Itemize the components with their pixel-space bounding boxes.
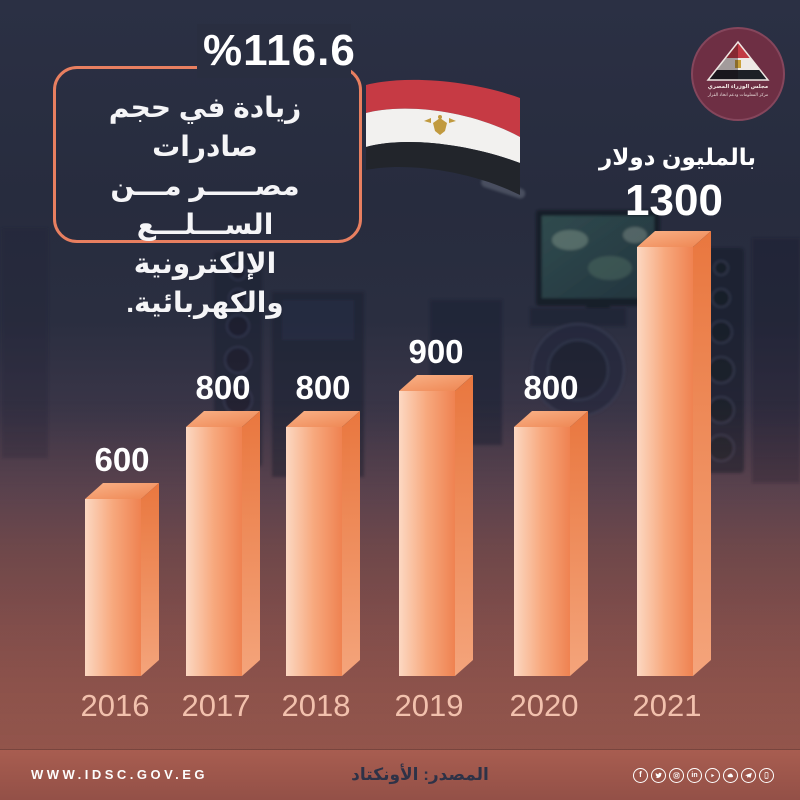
value-label: 600 — [94, 441, 149, 478]
year-label: 2017 — [182, 688, 251, 723]
headline-description: زيادة في حجم صادرات مصـــــر مـــن الســ… — [60, 88, 350, 322]
bar-2020: 800 2020 — [510, 369, 588, 723]
bar-2018: 800 2018 — [282, 369, 360, 723]
badge-org-line2: مركز المعلومات ودعم اتخاذ القرار — [707, 92, 768, 98]
value-label: 1300 — [625, 176, 723, 225]
bar-side-face — [693, 231, 711, 676]
flag-black-stripe — [366, 142, 520, 195]
bar-side-face — [455, 375, 473, 676]
shelf-silhouette — [752, 238, 800, 483]
bar-2021: 1300 2021 — [625, 176, 723, 723]
telegram-icon[interactable] — [741, 767, 756, 783]
bar-side-face — [242, 411, 260, 676]
year-label: 2021 — [633, 688, 702, 723]
bar-front-face — [637, 247, 693, 676]
bar-side-face — [570, 411, 588, 676]
bar-side-face — [342, 411, 360, 676]
mobile-app-icon[interactable] — [759, 767, 774, 783]
instagram-icon[interactable] — [669, 767, 684, 783]
bar-front-face — [286, 427, 342, 676]
year-label: 2019 — [395, 688, 464, 723]
year-label: 2018 — [282, 688, 351, 723]
bar-front-face — [85, 499, 141, 676]
bar-2019: 900 2019 — [395, 333, 473, 723]
idsc-cabinet-logo: مجلس الوزراء المصري مركز المعلومات ودعم … — [691, 27, 785, 121]
washing-machine-silhouette — [530, 308, 626, 417]
headline-line-2: مصـــــر مـــن الســـلـــع — [110, 170, 300, 240]
flag-white-stripe — [366, 108, 520, 163]
egypt-flag — [366, 79, 520, 195]
badge-org-line1: مجلس الوزراء المصري — [708, 84, 768, 90]
youtube-icon[interactable] — [705, 767, 720, 783]
headline-line-3: الإلكترونية والكهربائية. — [126, 248, 284, 318]
bar-top-face — [514, 411, 588, 427]
social-icons: f in — [633, 750, 774, 800]
footer-bar: WWW.IDSC.GOV.EG المصدر: الأونكتاد f in — [0, 750, 800, 800]
soundcloud-icon[interactable] — [723, 767, 738, 783]
bar-side-face — [141, 483, 159, 676]
bar-front-face — [186, 427, 242, 676]
bar-top-face — [286, 411, 360, 427]
linkedin-icon[interactable]: in — [687, 767, 702, 783]
bar-top-face — [85, 483, 159, 499]
year-label: 2016 — [81, 688, 150, 723]
website-url: WWW.IDSC.GOV.EG — [31, 767, 208, 782]
tv-silhouette — [536, 210, 660, 316]
bar-front-face — [399, 391, 455, 676]
bar-front-face — [514, 427, 570, 676]
value-label: 800 — [195, 369, 250, 406]
value-label: 800 — [523, 369, 578, 406]
appliance-silhouette — [2, 228, 48, 458]
twitter-icon[interactable] — [651, 767, 666, 783]
value-label: 800 — [295, 369, 350, 406]
value-label: 900 — [408, 333, 463, 370]
bar-2017: 800 2017 — [182, 369, 260, 723]
source-label: المصدر: الأونكتاد — [351, 765, 489, 784]
flag-eagle-emblem — [424, 115, 456, 135]
bar-top-face — [399, 375, 473, 391]
headline-line-1: زيادة في حجم صادرات — [108, 92, 302, 162]
bar-top-face — [186, 411, 260, 427]
flag-red-stripe — [366, 79, 520, 137]
badge-pyramid-outline — [706, 40, 770, 81]
percent-increase-label: %116.6 — [197, 24, 355, 78]
bar-2016: 600 2016 — [81, 441, 159, 723]
facebook-icon[interactable]: f — [633, 767, 648, 783]
year-label: 2020 — [510, 688, 579, 723]
bar-top-face — [637, 231, 711, 247]
units-label: بالمليون دولار — [598, 144, 756, 170]
